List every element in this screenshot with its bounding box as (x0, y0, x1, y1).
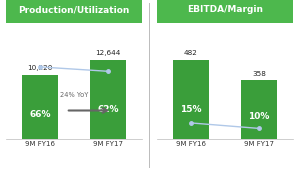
Bar (241, 80, 277, 139)
Text: 358: 358 (252, 71, 266, 77)
FancyBboxPatch shape (157, 0, 293, 23)
Text: 10%: 10% (248, 112, 270, 121)
Text: 12,644: 12,644 (95, 50, 121, 56)
Text: 482: 482 (184, 50, 198, 56)
Bar (22, 75, 58, 139)
Text: Production/Utilization: Production/Utilization (18, 5, 130, 14)
Bar (90, 60, 126, 139)
Text: EBITDA/Margin: EBITDA/Margin (187, 5, 263, 14)
Text: 15%: 15% (180, 105, 202, 114)
Text: 10,220: 10,220 (27, 65, 53, 72)
Text: 24% YoY: 24% YoY (60, 92, 88, 98)
Text: 62%: 62% (97, 105, 119, 114)
Text: 66%: 66% (29, 110, 51, 119)
FancyBboxPatch shape (6, 0, 142, 23)
Bar (173, 60, 209, 139)
